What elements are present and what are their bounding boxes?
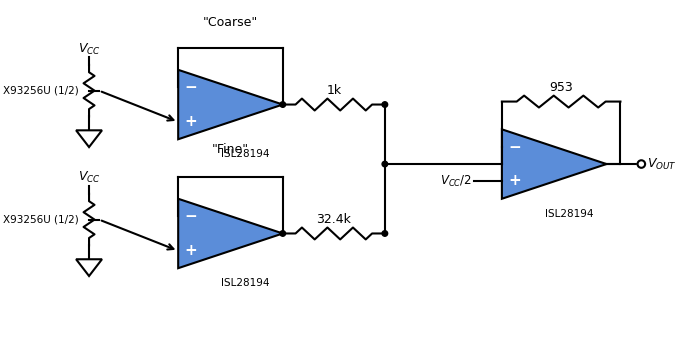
Text: $V_{CC}/2$: $V_{CC}/2$ xyxy=(440,174,472,189)
Text: $V_{OUT}$: $V_{OUT}$ xyxy=(648,157,677,172)
Text: "Fine": "Fine" xyxy=(212,143,249,156)
Text: X93256U (1/2): X93256U (1/2) xyxy=(4,215,79,224)
Text: +: + xyxy=(508,174,522,188)
Text: −: − xyxy=(185,209,197,224)
Text: ISL28194: ISL28194 xyxy=(545,208,594,219)
Text: −: − xyxy=(185,80,197,95)
Text: ISL28194: ISL28194 xyxy=(221,278,270,288)
Text: ISL28194: ISL28194 xyxy=(221,149,270,159)
Text: +: + xyxy=(185,114,197,129)
Circle shape xyxy=(280,102,286,107)
Text: 953: 953 xyxy=(550,81,573,94)
Text: X93256U (1/2): X93256U (1/2) xyxy=(4,86,79,96)
Polygon shape xyxy=(178,199,283,268)
Text: 32.4k: 32.4k xyxy=(316,213,351,226)
Text: +: + xyxy=(185,243,197,258)
Polygon shape xyxy=(178,70,283,139)
Text: $V_{CC}$: $V_{CC}$ xyxy=(78,171,100,185)
Text: $V_{CC}$: $V_{CC}$ xyxy=(78,41,100,57)
Circle shape xyxy=(382,161,388,167)
Polygon shape xyxy=(76,130,102,147)
Text: "Coarse": "Coarse" xyxy=(203,16,258,29)
Text: 1k: 1k xyxy=(326,84,342,97)
Circle shape xyxy=(382,231,388,236)
Polygon shape xyxy=(502,129,606,199)
Circle shape xyxy=(638,160,645,168)
Circle shape xyxy=(280,231,286,236)
Circle shape xyxy=(382,102,388,107)
Text: −: − xyxy=(508,140,522,155)
Polygon shape xyxy=(76,259,102,276)
